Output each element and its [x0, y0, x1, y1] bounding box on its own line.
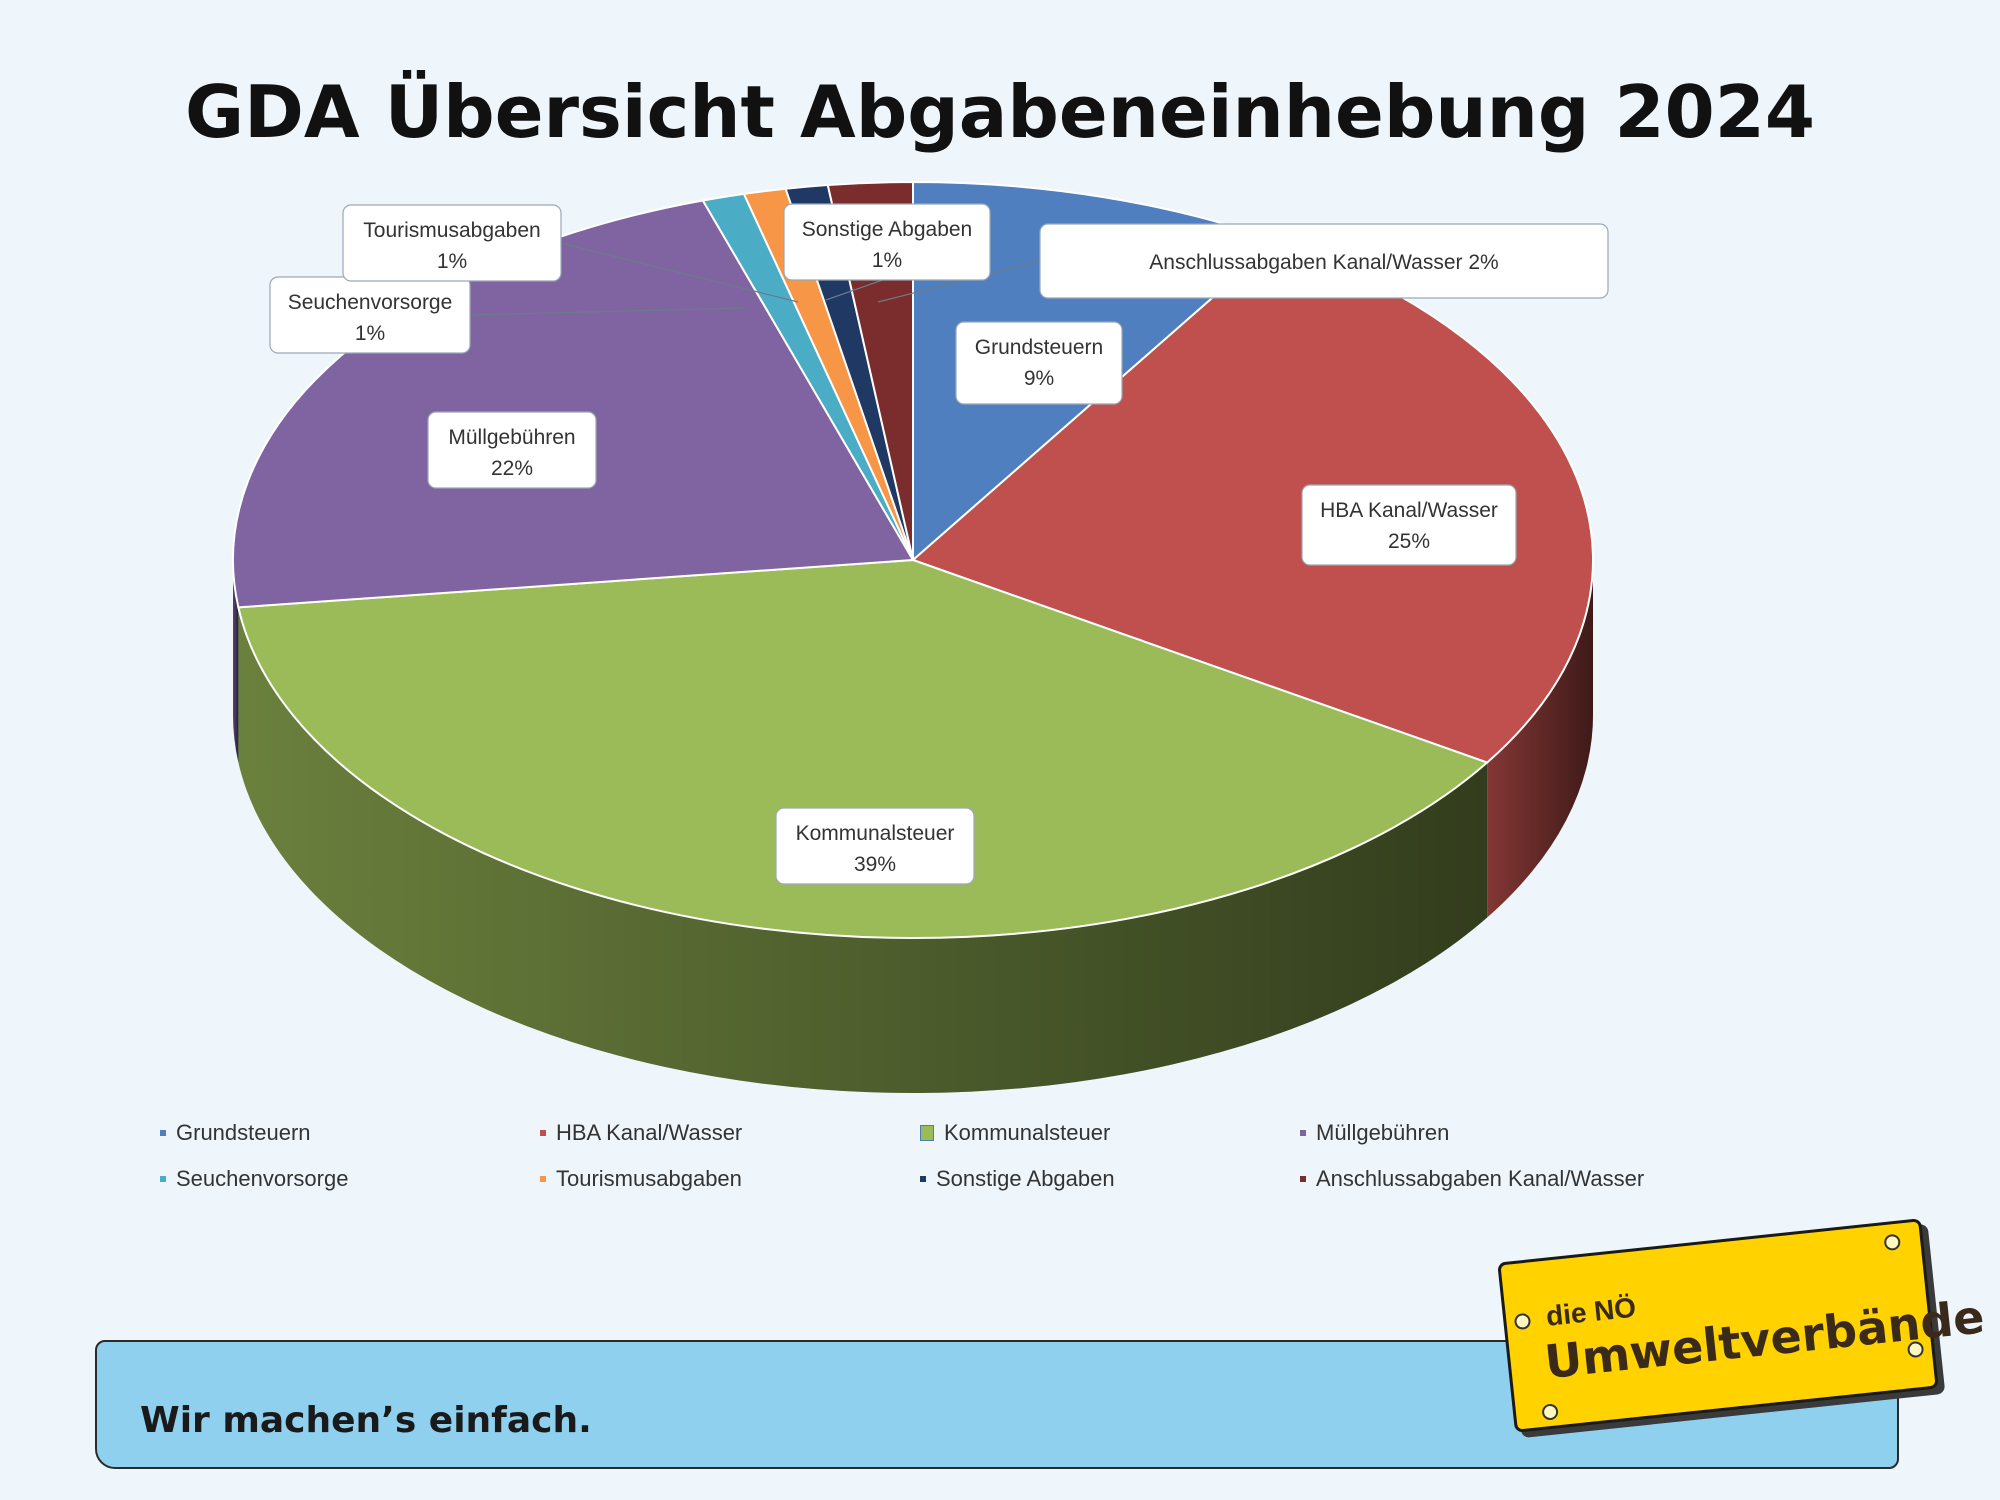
- legend-swatch: [540, 1130, 546, 1136]
- data-label-value: 1%: [355, 322, 385, 345]
- legend-item: Tourismusabgaben: [540, 1166, 920, 1192]
- legend-swatch: [920, 1176, 926, 1182]
- legend-label: Müllgebühren: [1316, 1120, 1450, 1145]
- data-label-name: Tourismusabgaben: [363, 219, 540, 242]
- data-label-3: Müllgebühren 22%: [427, 411, 597, 489]
- data-label-name: Kommunalsteuer: [796, 822, 955, 845]
- data-label-name: Müllgebühren: [448, 426, 575, 449]
- pie-side-shade-3: [233, 560, 239, 763]
- legend-swatch: [920, 1125, 934, 1141]
- legend-item: Grundsteuern: [160, 1120, 540, 1146]
- data-label-name: Grundsteuern: [975, 336, 1103, 359]
- data-label-box: [427, 411, 597, 489]
- data-label-name: Sonstige Abgaben: [802, 218, 972, 241]
- data-label-7: Anschlussabgaben Kanal/Wasser 2%: [1039, 223, 1609, 299]
- data-label-value: 1%: [437, 250, 467, 273]
- chart-legend: Grundsteuern HBA Kanal/Wasser Kommunalsteu…: [160, 1120, 1720, 1192]
- pie-slice-3: [232, 199, 915, 609]
- legend-swatch: [160, 1176, 166, 1182]
- data-label-box: [1039, 223, 1609, 299]
- data-label-value: 39%: [854, 853, 896, 876]
- screw-icon: [1513, 1312, 1532, 1331]
- legend-label: Sonstige Abgaben: [936, 1166, 1115, 1191]
- data-label-box: [775, 807, 975, 885]
- legend-label: Grundsteuern: [176, 1120, 311, 1145]
- legend-item: HBA Kanal/Wasser: [540, 1120, 920, 1146]
- legend-item: Anschlussabgaben Kanal/Wasser: [1300, 1166, 1680, 1192]
- screw-icon: [1883, 1233, 1902, 1252]
- legend-label: Seuchenvorsorge: [176, 1166, 349, 1191]
- data-label-box: [783, 203, 991, 281]
- legend-label: Kommunalsteuer: [944, 1120, 1111, 1145]
- pie-side-shade-2: [238, 607, 1488, 1094]
- legend-item: Müllgebühren: [1300, 1120, 1680, 1146]
- leader-line-7: [877, 260, 1041, 303]
- legend-label: Tourismusabgaben: [556, 1166, 742, 1191]
- data-label-0: Grundsteuern 9%: [955, 321, 1123, 405]
- data-label-2: Kommunalsteuer 39%: [775, 807, 975, 885]
- legend-item: Kommunalsteuer: [920, 1120, 1300, 1146]
- data-label-box: [342, 204, 562, 282]
- leader-line-5: [560, 242, 799, 303]
- data-label-name: HBA Kanal/Wasser: [1320, 499, 1498, 522]
- data-label-value: 9%: [1024, 367, 1054, 390]
- data-label-4: Seuchenvorsorge 1%: [269, 276, 471, 354]
- data-label-6: Sonstige Abgaben 1%: [783, 203, 991, 281]
- legend-swatch: [1300, 1176, 1306, 1182]
- data-label-box: [1301, 484, 1517, 566]
- footer-slogan: Wir machen’s einfach.: [140, 1400, 592, 1441]
- data-label-value: 22%: [491, 457, 533, 480]
- legend-item: Sonstige Abgaben: [920, 1166, 1300, 1192]
- legend-swatch: [160, 1130, 166, 1136]
- legend-label: HBA Kanal/Wasser: [556, 1120, 743, 1145]
- data-label-name: Seuchenvorsorge: [288, 291, 453, 314]
- data-label-value: 1%: [872, 249, 902, 272]
- data-label-name: Anschlussabgaben Kanal/Wasser 2%: [1149, 251, 1498, 274]
- screw-icon: [1541, 1403, 1559, 1421]
- legend-label: Anschlussabgaben Kanal/Wasser: [1316, 1166, 1645, 1191]
- data-label-5: Tourismusabgaben 1%: [342, 204, 562, 282]
- legend-swatch: [540, 1176, 546, 1182]
- data-label-value: 25%: [1388, 530, 1430, 553]
- legend-item: Seuchenvorsorge: [160, 1166, 540, 1192]
- data-label-1: HBA Kanal/Wasser 25%: [1301, 484, 1517, 566]
- pie-slice-2: [237, 558, 1490, 939]
- pie-side-shade-1: [1487, 560, 1593, 918]
- leader-line-4: [469, 307, 746, 316]
- data-label-box: [955, 321, 1123, 405]
- legend-swatch: [1300, 1130, 1306, 1136]
- page-title: GDA Übersicht Abgabeneinhebung 2024: [185, 70, 1815, 154]
